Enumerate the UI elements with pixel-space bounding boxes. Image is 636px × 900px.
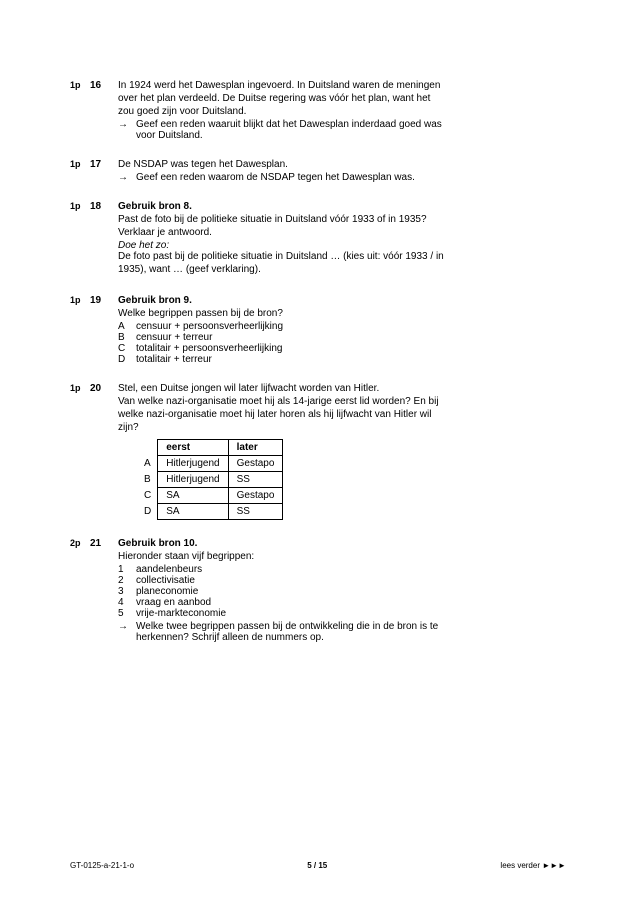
item-text: collectivisatie	[136, 575, 195, 586]
table-header: eerst	[158, 440, 228, 456]
table-cell: SS	[228, 472, 283, 488]
item-text: vraag en aanbod	[136, 597, 211, 608]
footer-right: lees verder ►►►	[500, 861, 566, 870]
table-header: later	[228, 440, 283, 456]
question-text: Hieronder staan vijf begrippen:	[118, 551, 566, 562]
table-row-letter: A	[136, 456, 158, 472]
question-text: welke nazi-organisatie moet hij later ho…	[118, 409, 566, 420]
question-19: 1p19Gebruik bron 9. Welke begrippen passe…	[70, 295, 566, 365]
points: 1p	[70, 383, 90, 520]
table-row-letter: C	[136, 488, 158, 504]
sub-question: →Welke twee begrippen passen bij de ontw…	[118, 621, 566, 643]
sub-text: Welke twee begrippen passen bij de ontwi…	[136, 621, 566, 643]
question-number: 17	[90, 159, 118, 183]
item-number: 4	[118, 597, 136, 608]
table-cell: Gestapo	[228, 488, 283, 504]
option-letter: B	[118, 332, 136, 343]
question-body: Gebruik bron 9. Welke begrippen passen bi…	[118, 295, 566, 365]
table-cell: SS	[228, 504, 283, 520]
question-body: Gebruik bron 8. Past de foto bij de polit…	[118, 201, 566, 277]
question-17: 1p17De NSDAP was tegen het Dawesplan. →Ge…	[70, 159, 566, 183]
table-cell: Hitlerjugend	[158, 456, 228, 472]
option-text: totalitair + persoonsverheerlijking	[136, 343, 282, 354]
option-row: Acensuur + persoonsverheerlijking	[118, 321, 566, 332]
option-row: Ctotalitair + persoonsverheerlijking	[118, 343, 566, 354]
numbered-item: 1aandelenbeurs	[118, 564, 566, 575]
source-reference: Gebruik bron 9.	[118, 295, 566, 306]
question-text: Past de foto bij de politieke situatie i…	[118, 214, 566, 225]
instruction-italic: Doe het zo:	[118, 240, 566, 251]
question-16: 1p16In 1924 werd het Dawesplan ingevoerd…	[70, 80, 566, 141]
question-text: De NSDAP was tegen het Dawesplan.	[118, 159, 566, 170]
item-text: planeconomie	[136, 586, 198, 597]
question-body: In 1924 werd het Dawesplan ingevoerd. In…	[118, 80, 566, 141]
points: 1p	[70, 80, 90, 141]
sub-text: Geef een reden waaruit blijkt dat het Da…	[136, 119, 566, 141]
option-text: totalitair + terreur	[136, 354, 212, 365]
question-number: 20	[90, 383, 118, 520]
question-text: 1935), want … (geef verklaring).	[118, 264, 566, 275]
question-number: 18	[90, 201, 118, 277]
points: 1p	[70, 295, 90, 365]
question-number: 16	[90, 80, 118, 141]
source-reference: Gebruik bron 8.	[118, 201, 566, 212]
question-text: Stel, een Duitse jongen wil later lijfwa…	[118, 383, 566, 394]
sub-text: Geef een reden waarom de NSDAP tegen het…	[136, 172, 566, 183]
footer-left: GT-0125-a-21-1-o	[70, 861, 134, 870]
points: 1p	[70, 159, 90, 183]
option-text: censuur + terreur	[136, 332, 212, 343]
sub-question: →Geef een reden waaruit blijkt dat het D…	[118, 119, 566, 141]
question-21: 2p21Gebruik bron 10.Hieronder staan vijf…	[70, 538, 566, 643]
option-letter: A	[118, 321, 136, 332]
item-number: 1	[118, 564, 136, 575]
item-text: vrije-markteconomie	[136, 608, 226, 619]
option-row: Bcensuur + terreur	[118, 332, 566, 343]
question-text: In 1924 werd het Dawesplan ingevoerd. In…	[118, 80, 566, 91]
question-text: over het plan verdeeld. De Duitse regeri…	[118, 93, 566, 104]
table-row-letter: D	[136, 504, 158, 520]
question-body: Gebruik bron 10. Hieronder staan vijf beg…	[118, 538, 566, 643]
table-cell: Hitlerjugend	[158, 472, 228, 488]
item-text: aandelenbeurs	[136, 564, 202, 575]
footer-center: 5 / 15	[307, 861, 327, 870]
item-number: 3	[118, 586, 136, 597]
table-row-letter: B	[136, 472, 158, 488]
arrow-icon: →	[118, 119, 136, 141]
question-text: De foto past bij de politieke situatie i…	[118, 251, 566, 262]
question-number: 19	[90, 295, 118, 365]
option-letter: D	[118, 354, 136, 365]
question-text: Van welke nazi-organisatie moet hij als …	[118, 396, 566, 407]
sub-question: →Geef een reden waarom de NSDAP tegen he…	[118, 172, 566, 183]
table-cell: SA	[158, 488, 228, 504]
table-cell: Gestapo	[228, 456, 283, 472]
question-20: 1p20Stel, een Duitse jongen wil later li…	[70, 383, 566, 520]
question-body: Stel, een Duitse jongen wil later lijfwa…	[118, 383, 566, 520]
item-number: 2	[118, 575, 136, 586]
question-text: zijn?	[118, 422, 566, 433]
question-text: Verklaar je antwoord.	[118, 227, 566, 238]
table-cell: SA	[158, 504, 228, 520]
option-letter: C	[118, 343, 136, 354]
arrow-icon: →	[118, 172, 136, 183]
option-row: Dtotalitair + terreur	[118, 354, 566, 365]
numbered-item: 4vraag en aanbod	[118, 597, 566, 608]
points: 2p	[70, 538, 90, 643]
item-number: 5	[118, 608, 136, 619]
question-number: 21	[90, 538, 118, 643]
numbered-item: 5vrije-markteconomie	[118, 608, 566, 619]
question-body: De NSDAP was tegen het Dawesplan. →Geef e…	[118, 159, 566, 183]
numbered-item: 2collectivisatie	[118, 575, 566, 586]
source-reference: Gebruik bron 10.	[118, 538, 566, 549]
answer-table: eerstlater AHitlerjugendGestapo BHitlerjug…	[136, 439, 283, 520]
question-18: 1p18Gebruik bron 8. Past de foto bij de p…	[70, 201, 566, 277]
question-text: zou goed zijn voor Duitsland.	[118, 106, 566, 117]
numbered-item: 3planeconomie	[118, 586, 566, 597]
option-text: censuur + persoonsverheerlijking	[136, 321, 283, 332]
arrow-icon: →	[118, 621, 136, 643]
question-text: Welke begrippen passen bij de bron?	[118, 308, 566, 319]
points: 1p	[70, 201, 90, 277]
